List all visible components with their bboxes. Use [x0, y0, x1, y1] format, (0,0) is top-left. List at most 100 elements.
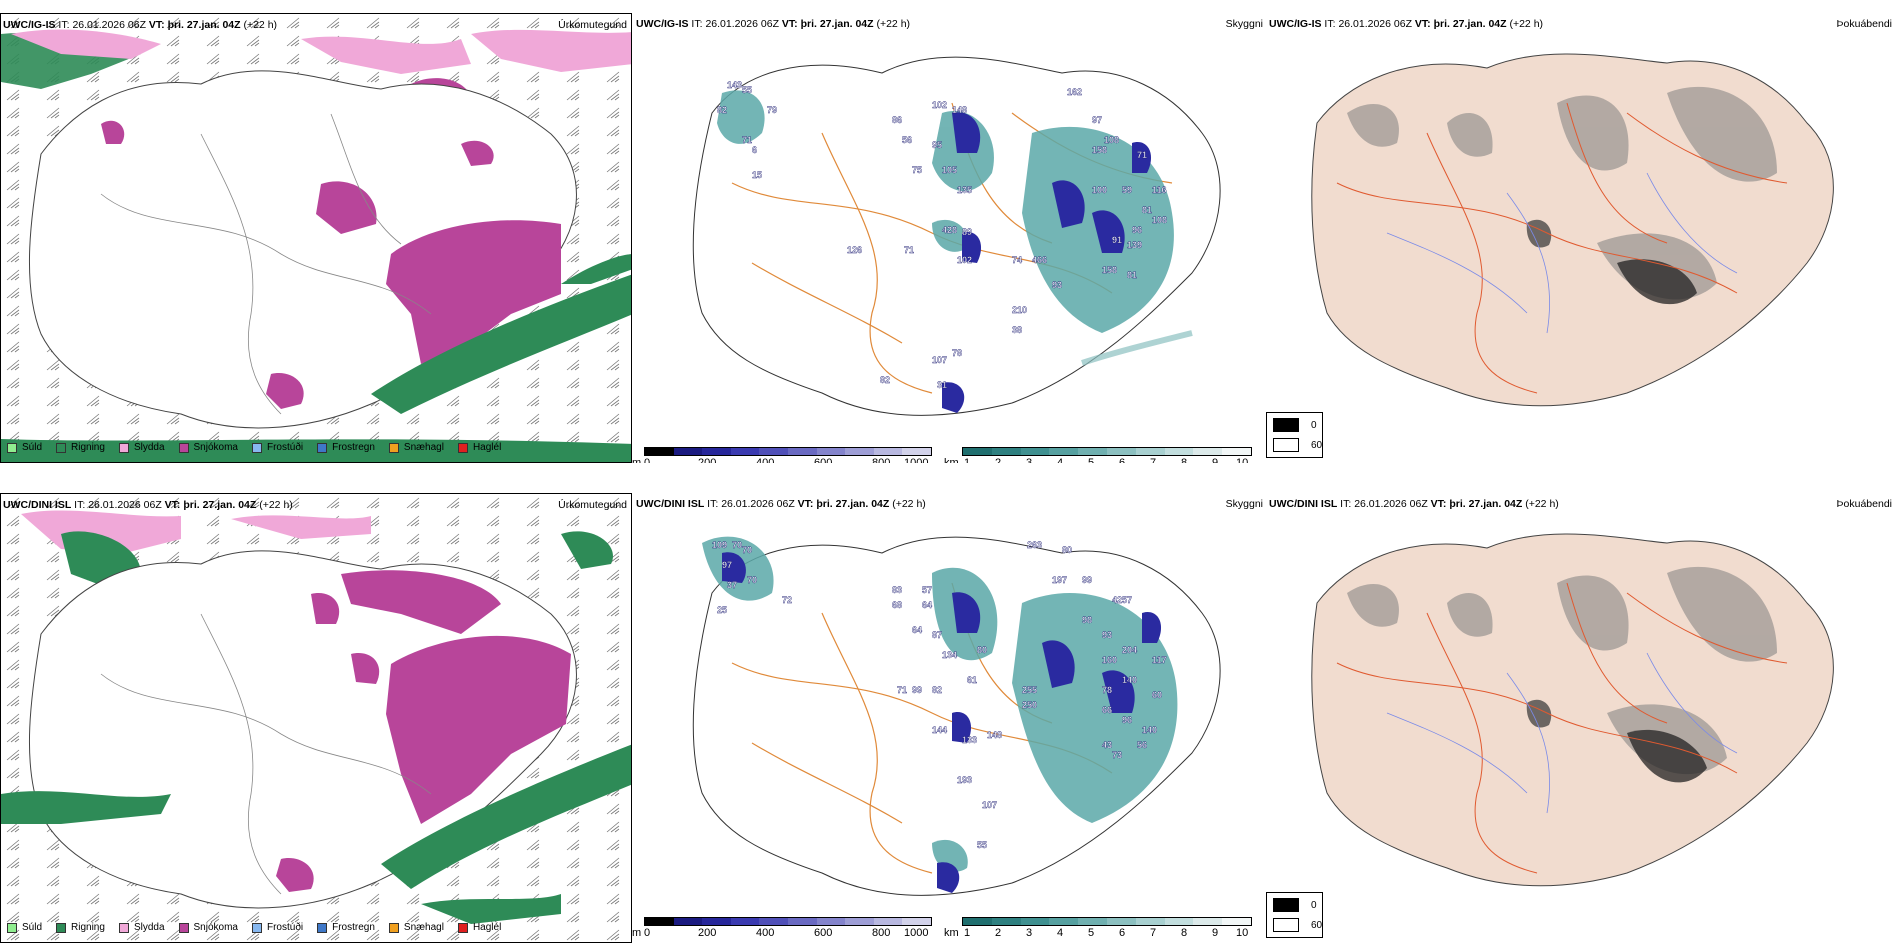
cloud-height-label: 81	[1127, 270, 1137, 280]
legend-item: Rigning	[56, 922, 105, 933]
cloud-height-label: 93	[1102, 630, 1112, 640]
cloud-height-label: 73	[1112, 750, 1122, 760]
cloud-height-label: 87	[932, 630, 942, 640]
cloud-height-label: 82	[880, 375, 890, 385]
panel-title: UWC/IG-IS IT: 26.01.2026 06Z VT: þri. 27…	[1269, 18, 1544, 30]
visibility-colorbar-gradient	[962, 447, 1252, 456]
cloud-height-label: 96	[1122, 715, 1132, 725]
precip-type-panel-bottom: UWC/DINI ISL IT: 26.01.2026 06Z VT: þri.…	[0, 493, 632, 943]
cloud-height-label: 255	[1022, 685, 1037, 695]
fog-map-bottom	[1311, 533, 1834, 887]
cloud-height-label: 71	[897, 685, 907, 695]
cloud-height-label: 263	[1027, 540, 1042, 550]
cloud-height-label: 60	[1152, 690, 1162, 700]
legend-item: Frostregn	[317, 442, 375, 453]
legend-item: Frostregn	[317, 922, 375, 933]
cloud-height-label: 139	[1127, 240, 1142, 250]
cloud-height-label: 95	[932, 140, 942, 150]
cloud-height-label: 140	[1122, 675, 1137, 685]
panel-type-label: Úrkomutegund	[558, 499, 627, 511]
cloud-height-label: 82	[932, 685, 942, 695]
cloud-height-label: 56	[1137, 740, 1147, 750]
fog-map-top	[1311, 53, 1834, 407]
precip-type-map-top	[1, 14, 631, 462]
cloud-height-label: 102	[957, 255, 972, 265]
cloud-height-label: 89	[962, 227, 972, 237]
cloud-height-label: 108	[1104, 135, 1119, 145]
panel-type-label: Þokuábendi	[1836, 498, 1892, 510]
legend-item: Snæhagl	[388, 442, 444, 453]
cloud-height-label: 97	[722, 560, 732, 570]
cloud-height-label: 86	[892, 115, 902, 125]
panel-type-label: Þokuábendi	[1836, 18, 1892, 30]
cloud-height-label: 42	[1112, 595, 1122, 605]
cloud-height-label: 134	[942, 650, 957, 660]
cloud-height-label: 15	[752, 170, 762, 180]
cloud-height-label: 57	[1122, 595, 1132, 605]
fog-key-row: 60	[1273, 918, 1322, 932]
cloud-height-label: 135	[957, 185, 972, 195]
cloud-height-label: 70	[747, 575, 757, 585]
legend-item: Rigning	[56, 442, 105, 453]
cloud-panel-bottom: 109 70 70 97 37 70 72 25 83 57 68 64 64 87 134 71 99 82 14…	[632, 493, 1267, 943]
legend-item: Súld	[7, 922, 42, 933]
cloud-height-label: 133	[962, 735, 977, 745]
cloud-height-label: 158	[1102, 265, 1117, 275]
cloud-height-label: 140	[1142, 725, 1157, 735]
cloud-height-label: 6	[752, 145, 757, 155]
cloud-height-label: 158	[1092, 145, 1107, 155]
cloud-height-label: 64	[922, 600, 932, 610]
cloud-height-label: 102	[932, 100, 947, 110]
visibility-colorbar-bottom: km 1 2 3 4 5 6 7 8 9 10	[944, 917, 1254, 941]
height-colorbar-bottom: m 0 200 400 600 800 1000	[632, 917, 942, 941]
cloud-height-label: 72	[782, 595, 792, 605]
cloud-height-label: 160	[1102, 655, 1117, 665]
legend-item: Snæhagl	[388, 922, 444, 933]
legend-item: Súld	[7, 442, 42, 453]
fog-panel-bottom: UWC/DINI ISL IT: 26.01.2026 06Z VT: þri.…	[1267, 493, 1900, 943]
cloud-height-label: 75	[912, 165, 922, 175]
cloud-height-label: 98	[1082, 615, 1092, 625]
cloud-height-label: 78	[952, 348, 962, 358]
cloud-height-label: 100	[1092, 185, 1107, 195]
fog-panel-top: UWC/IG-IS IT: 26.01.2026 06Z VT: þri. 27…	[1267, 13, 1900, 463]
cloud-height-label: 116	[1152, 185, 1167, 195]
fog-key-top: 0 60	[1266, 412, 1323, 458]
cloud-height-label: 68	[892, 600, 902, 610]
height-colorbar-gradient	[644, 447, 932, 456]
cloud-height-label: 61	[967, 675, 977, 685]
legend-item: Frostúði	[251, 442, 303, 453]
cloud-height-label: 93	[1052, 280, 1062, 290]
legend-item: Snjókoma	[178, 922, 238, 933]
cloud-height-label: 144	[932, 725, 947, 735]
cloud-height-label: 97	[1092, 115, 1102, 125]
cloud-panel-top: 143 55 82 79 71 6 15 86 102 148 56 95 75 105 135 428 71 1…	[632, 13, 1267, 463]
cloud-height-label: 43	[1102, 740, 1112, 750]
legend-item: Frostúði	[251, 922, 303, 933]
legend-item: Snjókoma	[178, 442, 238, 453]
fog-key-row: 0	[1273, 418, 1317, 432]
precip-type-panel-top: UWC/IG-IS IT: 26.01.2026 06Z VT: þri. 27…	[0, 13, 632, 463]
cloud-height-label: 193	[957, 775, 972, 785]
cloud-height-label: 466	[1032, 255, 1047, 265]
cloud-height-label: 108	[1152, 215, 1167, 225]
cloud-height-label: 57	[922, 585, 932, 595]
cloud-height-label: 55	[742, 85, 752, 95]
fog-key-row: 0	[1273, 898, 1317, 912]
cloud-height-label: 107	[982, 800, 997, 810]
cloud-height-label: 96	[1132, 225, 1142, 235]
cloud-height-label: 204	[1122, 645, 1137, 655]
cloud-height-label: 71	[742, 135, 752, 145]
cloud-height-label: 428	[942, 225, 957, 235]
cloud-height-label: 126	[847, 245, 862, 255]
height-colorbar-top: m 0 200 400 600 800 1000	[632, 447, 942, 463]
precip-legend: Súld Rigning Slydda Snjókoma Frostúði Fr…	[7, 442, 515, 453]
cloud-height-label: 25	[717, 605, 727, 615]
panel-type-label: Skyggni	[1225, 498, 1263, 510]
cloud-height-label: 74	[1012, 255, 1022, 265]
panel-title: UWC/IG-IS IT: 26.01.2026 06Z VT: þri. 27…	[3, 19, 278, 31]
precip-legend: Súld Rigning Slydda Snjókoma Frostúði Fr…	[7, 922, 515, 933]
cloud-height-label: 79	[767, 105, 777, 115]
